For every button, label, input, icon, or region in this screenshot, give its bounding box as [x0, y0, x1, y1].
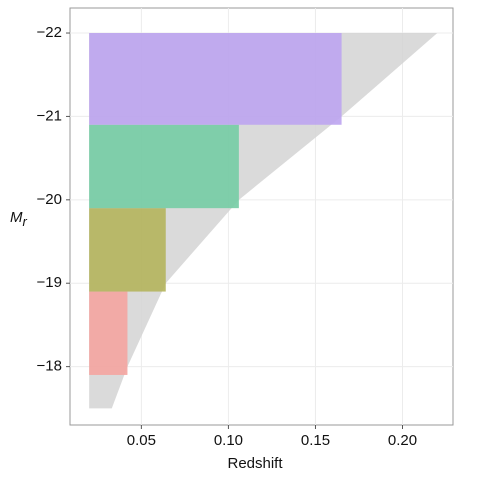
- x-axis-label: Redshift: [227, 455, 283, 472]
- y-tick-label: −21: [37, 107, 62, 124]
- x-tick-label: 0.10: [214, 432, 243, 449]
- sample-box: [89, 33, 342, 125]
- y-axis-label-main: M: [10, 209, 23, 226]
- sample-box: [89, 208, 166, 292]
- y-axis-label: Mr: [10, 209, 28, 229]
- y-tick-label: −18: [37, 358, 62, 375]
- x-tick-label: 0.20: [388, 432, 417, 449]
- y-tick-label: −20: [37, 191, 62, 208]
- sample-box: [89, 291, 128, 375]
- x-tick-label: 0.15: [301, 432, 330, 449]
- x-tick-label: 0.05: [127, 432, 156, 449]
- y-tick-label: −19: [37, 274, 62, 291]
- sample-box: [89, 124, 239, 209]
- y-tick-label: −22: [37, 24, 62, 41]
- y-axis-label-sub: r: [23, 214, 28, 229]
